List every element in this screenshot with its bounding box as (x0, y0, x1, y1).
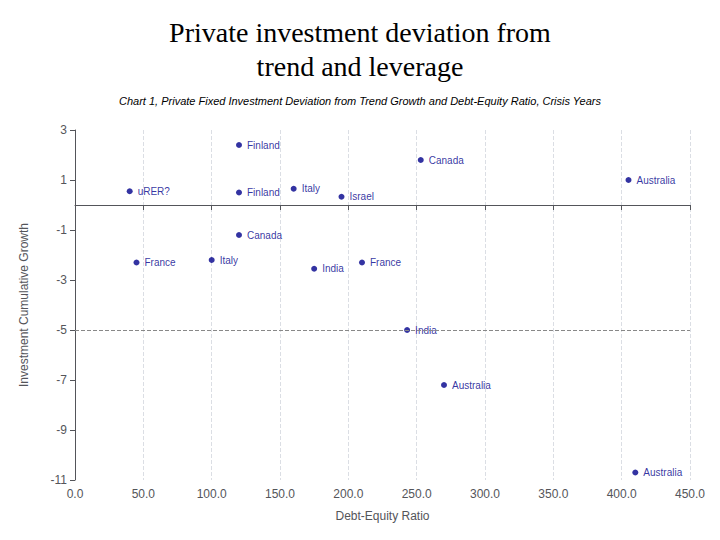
svg-text:350.0: 350.0 (538, 487, 568, 501)
svg-text:50.0: 50.0 (132, 487, 156, 501)
svg-text:-5: -5 (56, 323, 67, 337)
svg-text:uRER?: uRER? (138, 186, 171, 197)
svg-text:450.0: 450.0 (675, 487, 705, 501)
svg-text:-7: -7 (56, 373, 67, 387)
svg-text:Italy: Italy (220, 255, 238, 266)
svg-text:Australia: Australia (637, 175, 676, 186)
svg-text:100.0: 100.0 (197, 487, 227, 501)
svg-text:Chart 1, Private Fixed Investm: Chart 1, Private Fixed Investment Deviat… (119, 95, 601, 107)
svg-text:250.0: 250.0 (402, 487, 432, 501)
svg-text:200.0: 200.0 (333, 487, 363, 501)
svg-text:Finland: Finland (247, 140, 280, 151)
svg-text:Canada: Canada (247, 230, 282, 241)
svg-text:trend and leverage: trend and leverage (257, 51, 464, 82)
svg-text:3: 3 (60, 123, 67, 137)
svg-text:France: France (145, 257, 177, 268)
svg-text:-3: -3 (56, 273, 67, 287)
svg-text:Canada: Canada (429, 155, 464, 166)
svg-text:India: India (322, 263, 344, 274)
svg-text:Private investment deviation f: Private investment deviation from (169, 17, 551, 48)
svg-text:300.0: 300.0 (470, 487, 500, 501)
svg-text:-11: -11 (51, 473, 68, 487)
svg-text:Australia: Australia (452, 380, 491, 391)
svg-text:1: 1 (60, 173, 67, 187)
svg-text:France: France (370, 257, 402, 268)
svg-text:Finland: Finland (247, 187, 280, 198)
svg-text:India: India (415, 324, 437, 336)
svg-text:-1: -1 (56, 223, 67, 237)
svg-text:0.0: 0.0 (67, 487, 84, 501)
svg-text:Australia: Australia (643, 467, 682, 478)
svg-text:Investment Cumulative Growth: Investment Cumulative Growth (17, 223, 31, 387)
svg-text:-9: -9 (56, 423, 67, 437)
svg-text:Debt-Equity Ratio: Debt-Equity Ratio (335, 509, 429, 523)
svg-text:Italy: Italy (302, 183, 320, 194)
svg-text:400.0: 400.0 (607, 487, 637, 501)
svg-text:150.0: 150.0 (265, 487, 295, 501)
svg-text:Israel: Israel (350, 191, 374, 202)
